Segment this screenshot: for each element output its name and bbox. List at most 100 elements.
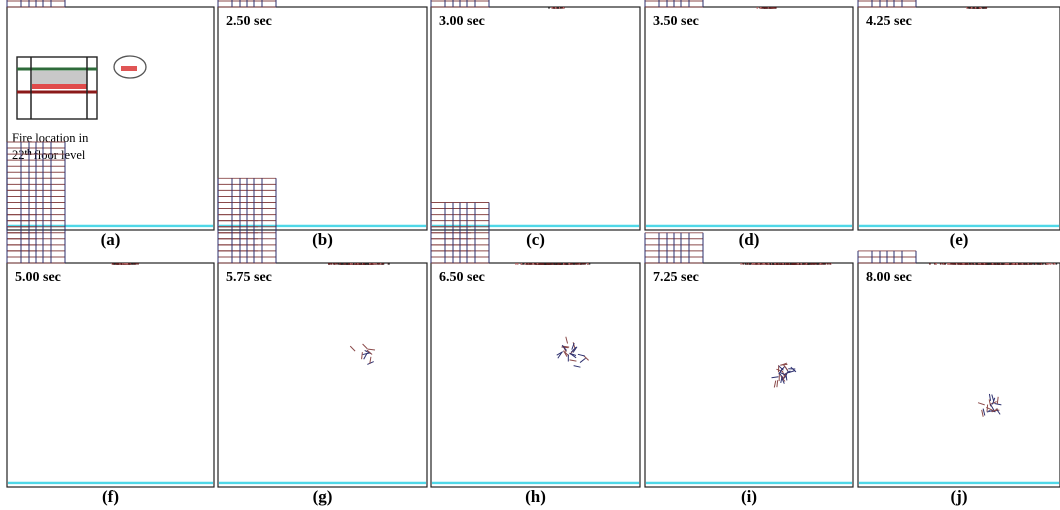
debris: [359, 263, 361, 265]
frame-panel: 7.25 sec: [645, 233, 853, 487]
time-label: 6.50 sec: [439, 270, 485, 285]
frame-panel: Fire location in22thfloor level: [7, 0, 214, 230]
debris: [342, 263, 344, 265]
frame-panel: 8.00 sec: [858, 251, 1060, 487]
debris: [986, 263, 988, 265]
debris: [589, 263, 591, 265]
debris: [745, 263, 747, 265]
debris: [808, 263, 810, 265]
debris: [371, 263, 373, 265]
debris: [992, 263, 994, 265]
debris: [958, 263, 960, 265]
debris: [1042, 263, 1044, 265]
debris: [525, 263, 527, 265]
debris: [802, 263, 804, 265]
debris: [582, 263, 584, 265]
panel-label: (e): [950, 230, 969, 249]
debris: [749, 263, 751, 265]
panel-label: (g): [313, 487, 333, 506]
debris: [797, 263, 799, 265]
debris: [566, 263, 568, 265]
debris: [825, 263, 827, 265]
debris: [771, 7, 773, 9]
debris: [353, 263, 355, 265]
debris: [1016, 263, 1018, 265]
debris: [817, 263, 819, 265]
time-label: 7.25 sec: [653, 270, 699, 285]
debris: [1001, 263, 1003, 265]
debris: [551, 7, 553, 9]
debris: [521, 263, 523, 265]
building-block: [858, 251, 916, 263]
debris: [365, 263, 367, 265]
debris: [800, 263, 802, 265]
debris: [940, 263, 942, 265]
panel-label: (i): [741, 487, 757, 506]
debris: [530, 263, 532, 265]
frame-panel: 3.00 sec: [431, 0, 640, 230]
debris: [338, 263, 340, 265]
building-block: [645, 0, 703, 7]
debris: [128, 263, 130, 265]
frame-panel: 3.50 sec: [645, 0, 853, 230]
debris: [137, 263, 139, 265]
panel-border: [858, 7, 1060, 230]
debris: [339, 263, 341, 265]
debris: [1030, 263, 1032, 265]
debris: [806, 263, 808, 265]
debris: [969, 7, 971, 9]
panel-border: [431, 7, 640, 230]
time-label: 5.00 sec: [15, 270, 61, 285]
time-label: 2.50 sec: [226, 14, 272, 29]
panel-label: (b): [312, 230, 333, 249]
debris: [388, 263, 390, 265]
debris: [584, 263, 586, 265]
debris: [829, 263, 831, 265]
debris: [755, 263, 757, 265]
debris: [766, 263, 768, 265]
debris: [558, 263, 560, 265]
debris: [329, 263, 331, 265]
debris: [375, 263, 377, 265]
debris: [827, 263, 829, 265]
time-label: 5.75 sec: [226, 270, 272, 285]
debris: [551, 263, 553, 265]
debris: [380, 263, 382, 265]
panel-label: (a): [101, 230, 121, 249]
debris: [1022, 263, 1024, 265]
frame-panel: 4.25 sec: [858, 0, 1060, 230]
debris: [982, 263, 984, 265]
debris: [553, 263, 555, 265]
debris: [577, 263, 579, 265]
debris: [545, 263, 547, 265]
debris: [987, 263, 989, 265]
debris: [517, 263, 519, 265]
debris: [1039, 263, 1041, 265]
panel-border: [645, 7, 853, 230]
debris: [754, 263, 756, 265]
debris: [112, 263, 114, 265]
debris: [575, 263, 577, 265]
debris: [769, 7, 771, 9]
debris: [760, 263, 762, 265]
debris: [791, 263, 793, 265]
frame-panel: 2.50 sec: [218, 0, 427, 230]
debris: [331, 263, 333, 265]
panel-label: (d): [739, 230, 760, 249]
debris: [537, 263, 539, 265]
building-block: [431, 0, 489, 7]
panel-border: [431, 263, 640, 487]
building-block: [218, 0, 276, 7]
debris: [573, 263, 575, 265]
debris: [515, 263, 517, 265]
debris: [561, 7, 563, 9]
debris: [793, 263, 795, 265]
debris: [1025, 263, 1027, 265]
debris: [998, 263, 1000, 265]
debris: [969, 263, 971, 265]
debris: [526, 263, 528, 265]
debris: [114, 263, 116, 265]
debris: [774, 263, 776, 265]
debris: [962, 263, 964, 265]
debris: [762, 7, 764, 9]
